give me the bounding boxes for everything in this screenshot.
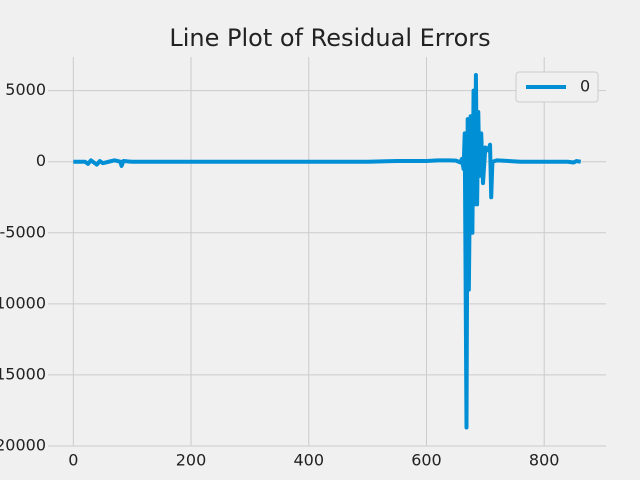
x-tick-label: 800 xyxy=(529,451,560,470)
y-tick-label: -15000 xyxy=(0,364,46,383)
legend-label: 0 xyxy=(580,77,590,96)
y-tick-label: 0 xyxy=(36,151,46,170)
y-tick-label: 5000 xyxy=(5,80,46,99)
y-tick-label: -20000 xyxy=(0,436,46,455)
x-tick-label: 600 xyxy=(411,451,442,470)
x-tick-label: 0 xyxy=(68,451,78,470)
y-tick-label: -10000 xyxy=(0,293,46,312)
y-tick-label: -5000 xyxy=(0,222,46,241)
x-tick-label: 400 xyxy=(293,451,324,470)
chart-title: Line Plot of Residual Errors xyxy=(169,24,490,52)
line xyxy=(73,73,582,430)
x-tick-label: 200 xyxy=(176,451,207,470)
